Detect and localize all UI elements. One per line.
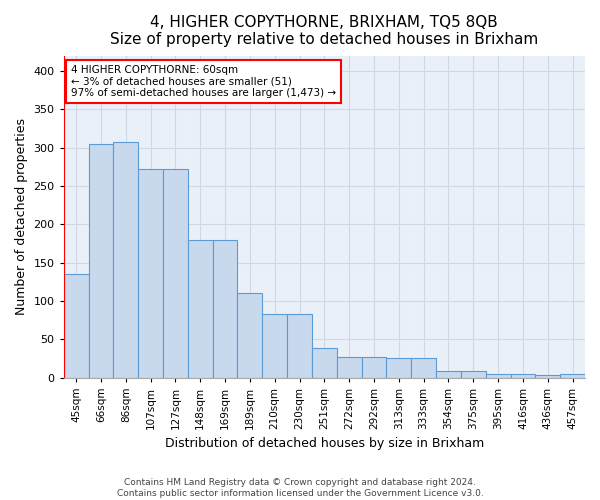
Bar xyxy=(113,142,138,378)
Bar xyxy=(212,240,238,378)
Text: 4 HIGHER COPYTHORNE: 60sqm
← 3% of detached houses are smaller (51)
97% of semi-: 4 HIGHER COPYTHORNE: 60sqm ← 3% of detac… xyxy=(71,64,336,98)
Bar xyxy=(337,357,362,378)
Bar xyxy=(486,374,511,378)
Bar xyxy=(411,358,436,378)
Bar xyxy=(188,240,212,378)
Bar xyxy=(89,144,113,378)
Bar xyxy=(436,370,461,378)
Bar xyxy=(64,274,89,378)
Bar xyxy=(287,314,312,378)
Text: Contains HM Land Registry data © Crown copyright and database right 2024.
Contai: Contains HM Land Registry data © Crown c… xyxy=(116,478,484,498)
Bar xyxy=(511,374,535,378)
Bar xyxy=(560,374,585,378)
Bar xyxy=(362,357,386,378)
X-axis label: Distribution of detached houses by size in Brixham: Distribution of detached houses by size … xyxy=(165,437,484,450)
Bar xyxy=(312,348,337,378)
Title: 4, HIGHER COPYTHORNE, BRIXHAM, TQ5 8QB
Size of property relative to detached hou: 4, HIGHER COPYTHORNE, BRIXHAM, TQ5 8QB S… xyxy=(110,15,538,48)
Bar xyxy=(262,314,287,378)
Bar xyxy=(461,370,486,378)
Bar xyxy=(138,169,163,378)
Y-axis label: Number of detached properties: Number of detached properties xyxy=(15,118,28,315)
Bar xyxy=(535,375,560,378)
Bar xyxy=(163,169,188,378)
Bar xyxy=(238,293,262,378)
Bar xyxy=(386,358,411,378)
